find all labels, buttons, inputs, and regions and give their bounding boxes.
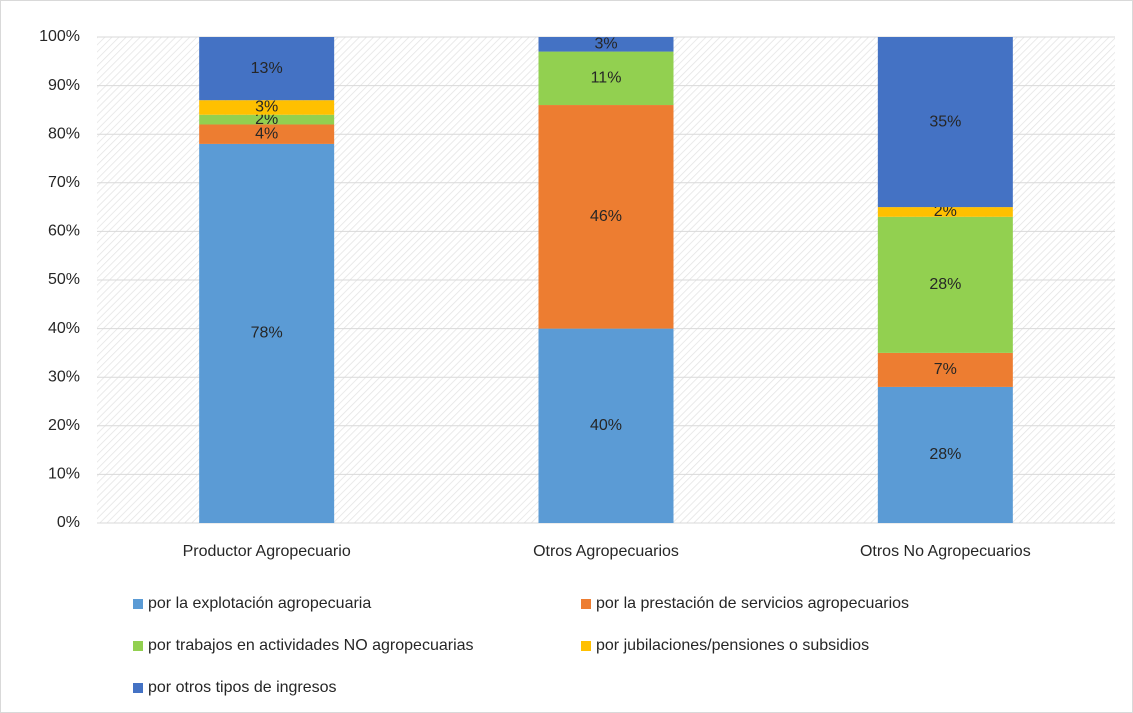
x-tick-label: Productor Agropecuario [183, 543, 351, 560]
data-label: 28% [929, 446, 961, 463]
bar-segment [877, 207, 1013, 217]
data-label: 7% [934, 361, 957, 378]
legend-label: por la explotación agropecuaria [148, 595, 371, 612]
bar-segment [199, 100, 335, 115]
y-tick-label: 90% [48, 77, 80, 94]
legend-label: por trabajos en actividades NO agropecua… [148, 637, 474, 654]
bar-segment [199, 114, 335, 125]
data-label: 2% [255, 111, 278, 128]
data-label: 13% [251, 60, 283, 77]
data-label: 3% [255, 99, 278, 116]
data-label: 46% [590, 208, 622, 225]
bar-segment [538, 328, 674, 523]
y-tick-label: 10% [48, 466, 80, 483]
y-tick-label: 60% [48, 223, 80, 240]
bar-segment [877, 216, 1013, 353]
bar-segment [877, 352, 1013, 387]
bar-segment [199, 37, 335, 101]
bar-segment [538, 37, 674, 52]
y-tick-label: 0% [57, 514, 80, 531]
x-tick-label: Otros Agropecuarios [533, 543, 679, 560]
legend-swatch [133, 641, 143, 651]
legend-label: por otros tipos de ingresos [148, 679, 337, 696]
data-label: 78% [251, 325, 283, 342]
bar-segment [538, 105, 674, 329]
legend-swatch [133, 683, 143, 693]
data-label: 2% [934, 203, 957, 220]
data-label: 35% [929, 113, 961, 130]
data-label: 3% [594, 36, 617, 53]
bar-segment [877, 386, 1013, 523]
legend-label: por jubilaciones/pensiones o subsidios [596, 637, 869, 654]
bar-segment [199, 124, 335, 144]
y-tick-label: 30% [48, 368, 80, 385]
bar-segment [877, 37, 1013, 208]
bar-segment [538, 51, 674, 106]
y-tick-label: 80% [48, 125, 80, 142]
legend-swatch [581, 641, 591, 651]
data-label: 4% [255, 125, 278, 142]
data-label: 40% [590, 417, 622, 434]
data-label: 28% [929, 276, 961, 293]
y-tick-label: 20% [48, 417, 80, 434]
legend-label: por la prestación de servicios agropecua… [596, 595, 909, 612]
data-label: 11% [591, 70, 622, 87]
y-tick-label: 50% [48, 271, 80, 288]
legend-swatch [581, 599, 591, 609]
y-tick-label: 100% [39, 28, 80, 45]
legend-swatch [133, 599, 143, 609]
y-tick-label: 40% [48, 320, 80, 337]
bar-segment [199, 143, 335, 524]
x-tick-label: Otros No Agropecuarios [860, 543, 1031, 560]
y-tick-label: 70% [48, 174, 80, 191]
